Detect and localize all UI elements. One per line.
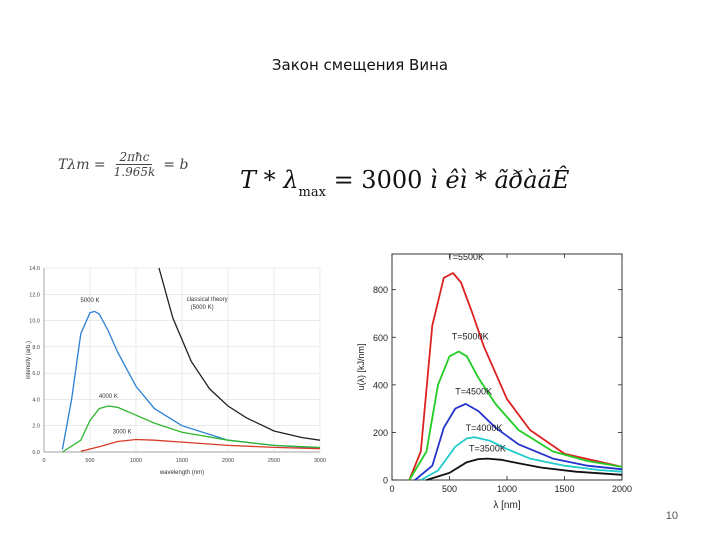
formula-rhs: = b: [163, 156, 189, 173]
formula-numerator: 2πħc: [116, 150, 153, 165]
series-line: [420, 436, 623, 481]
y-axis-label: u(λ) [kJ/nm]: [356, 343, 366, 390]
series-line: [61, 310, 321, 450]
x-tick-label: 2000: [222, 458, 234, 464]
x-tick-label: 0: [42, 458, 45, 464]
series-line: [414, 402, 623, 481]
y-tick-label: 2.0: [32, 424, 40, 430]
wien-formula-small: Tλm = 2πħc 1.965k = b: [58, 150, 188, 179]
y-tick-label: 400: [373, 380, 388, 390]
y-tick-label: 4.0: [32, 397, 40, 403]
annotation-label: 4000 K: [99, 394, 118, 400]
y-tick-label: 800: [373, 285, 388, 295]
formula-lambda: * λ: [263, 166, 299, 194]
formula-T: T: [240, 166, 257, 194]
series-line: [80, 438, 321, 452]
x-tick-label: 0: [389, 484, 394, 494]
annotation-label: classical theory: [187, 297, 228, 303]
y-tick-label: 8.0: [32, 345, 40, 351]
formula-equals: = 3000: [333, 166, 423, 194]
formula-subscript: max: [298, 185, 326, 200]
x-axis-label: wavelength (nm): [159, 470, 204, 476]
series-label: T=4500K: [455, 386, 492, 396]
y-axis-label: intensity (arb.): [26, 341, 32, 379]
series-line: [408, 350, 623, 481]
formula-lhs: Tλm =: [58, 156, 106, 173]
y-tick-label: 0: [383, 476, 388, 486]
annotation-label: (5000 K): [191, 305, 214, 311]
series-line: [426, 457, 623, 481]
wien-formula-main: T * λmax = 3000 ì êì * ãðàäÊ: [240, 166, 570, 200]
series-label: T=5500K: [447, 252, 484, 262]
y-tick-label: 200: [373, 428, 388, 438]
y-tick-label: 6.0: [32, 371, 40, 377]
series-line: [62, 405, 321, 453]
y-tick-label: 10.0: [29, 319, 40, 325]
y-tick-label: 12.0: [29, 292, 40, 298]
x-tick-label: 2000: [612, 484, 632, 494]
formula-fraction: 2πħc 1.965k: [111, 150, 159, 179]
x-tick-label: 500: [442, 484, 457, 494]
page-number: 10: [665, 510, 678, 522]
y-tick-label: 14.0: [29, 266, 40, 272]
x-tick-label: 2500: [268, 458, 280, 464]
series-label: T=4000K: [466, 423, 503, 433]
blackbody-chart-left: 0.0 2.0 4.0 6.0 8.0 10.0 12.0 14.0 0 500 1000 1500 2…: [26, 266, 326, 476]
slide-title: Закон смещения Вина: [271, 56, 449, 74]
series-line: [408, 272, 623, 481]
annotation-label: 3000 K: [113, 430, 132, 436]
x-tick-label: 3000: [314, 458, 326, 464]
x-tick-label: 1000: [130, 458, 142, 464]
formula-denominator: 1.965k: [113, 165, 156, 179]
x-tick-label: 1000: [497, 484, 517, 494]
series-label: T=3500K: [469, 443, 506, 453]
x-axis-label: λ [nm]: [493, 500, 520, 511]
x-tick-label: 1500: [554, 484, 574, 494]
series-label: T=5000K: [452, 332, 489, 342]
annotation-label: 5000 K: [80, 298, 99, 304]
blackbody-chart-right: 0 200 400 600 800 0 500 1000 1500 2000 λ [nm] u(λ) …: [356, 252, 632, 511]
x-tick-label: 500: [85, 458, 94, 464]
series-line: [158, 267, 321, 441]
x-tick-label: 1500: [176, 458, 188, 464]
plot-frame: [391, 253, 623, 481]
y-tick-label: 600: [373, 333, 388, 343]
formula-units: ì êì * ãðàäÊ: [430, 166, 570, 194]
y-tick-label: 0.0: [32, 450, 40, 456]
